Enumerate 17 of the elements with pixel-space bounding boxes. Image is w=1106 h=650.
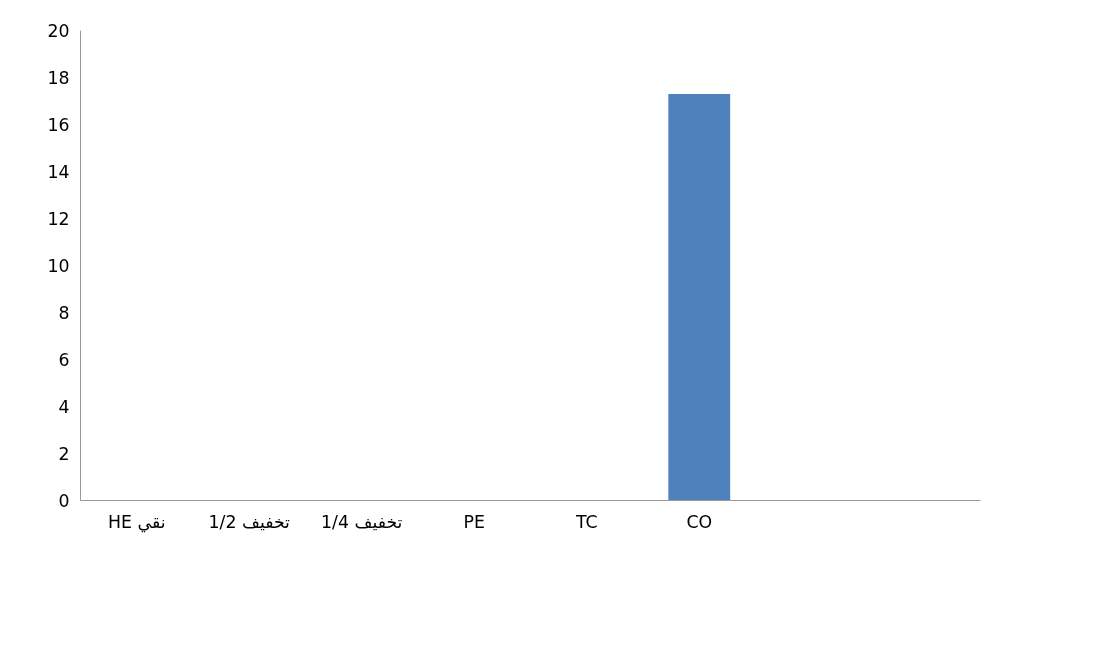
y-tick-label: 6 <box>58 350 70 370</box>
x-tick-label: HE نقي <box>107 511 166 533</box>
y-tick-label: 14 <box>47 162 70 182</box>
x-tick-label: تخفيف 1/4 <box>321 511 403 532</box>
y-tick-label: 20 <box>47 21 70 41</box>
y-tick-label: 10 <box>47 256 70 276</box>
y-tick-label: 0 <box>58 491 70 511</box>
x-tick-label: TC <box>574 511 598 532</box>
y-tick-label: 8 <box>58 303 70 323</box>
x-tick-label: CO <box>686 511 713 532</box>
x-tick-label: PE <box>463 511 485 532</box>
y-tick-label: 4 <box>58 397 70 417</box>
y-tick-label: 2 <box>58 444 70 464</box>
y-tick-label: 18 <box>47 68 70 88</box>
x-tick-label: 1/2 تخفيف <box>208 511 291 532</box>
y-tick-label: 16 <box>47 115 70 135</box>
y-tick-label: 12 <box>47 209 70 229</box>
